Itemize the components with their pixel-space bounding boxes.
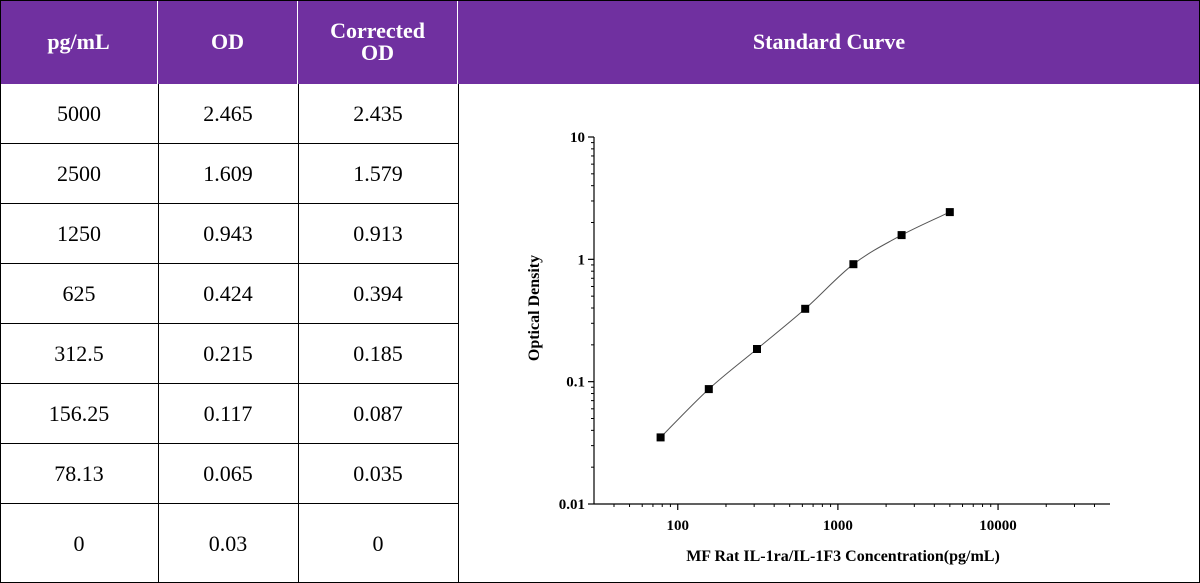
table-row: 78.13 0.065 0.035 <box>0 444 458 504</box>
x-tick-label: 1000 <box>823 518 853 534</box>
cell-corrected-od: 0.087 <box>353 400 403 426</box>
y-tick-label: 10 <box>570 130 585 146</box>
chart-points <box>656 208 954 442</box>
header-concentration: pg/mL <box>0 0 158 84</box>
cell-concentration: 5000 <box>57 100 101 126</box>
table-row: 5000 2.465 2.435 <box>0 84 458 144</box>
cell-concentration: 312.5 <box>54 340 104 366</box>
x-axis-label: MF Rat IL-1ra/IL-1F3 Concentration(pg/mL… <box>686 548 1000 565</box>
y-axis-label: Optical Density <box>526 255 543 361</box>
header-corrected-od-label: Corrected OD <box>330 18 425 65</box>
data-point <box>945 208 954 217</box>
cell-od: 0.065 <box>203 460 253 486</box>
standards-table: 5000 2.465 2.435 2500 1.609 1.579 1250 0… <box>0 84 458 583</box>
x-tick-label: 10000 <box>979 518 1017 534</box>
table-row: 1250 0.943 0.913 <box>0 204 458 264</box>
data-point <box>897 231 906 240</box>
cell-corrected-od: 0.394 <box>353 280 403 306</box>
table-row: 312.5 0.215 0.185 <box>0 324 458 384</box>
y-tick-label: 1 <box>578 252 586 268</box>
column-divider <box>298 84 299 583</box>
data-point <box>801 304 810 313</box>
table-row: 2500 1.609 1.579 <box>0 144 458 204</box>
table-row: 156.25 0.117 0.087 <box>0 384 458 444</box>
chart-ticks: 0.01 0.1 1 10 100 1000 10000 <box>559 130 1095 534</box>
data-point <box>704 385 713 394</box>
cell-corrected-od: 1.579 <box>353 160 403 186</box>
cell-od: 0.117 <box>203 400 253 426</box>
cell-corrected-od: 0.185 <box>353 340 403 366</box>
header-corrected-od: Corrected OD <box>298 0 458 84</box>
column-divider <box>458 84 459 583</box>
data-point <box>753 345 761 353</box>
cell-concentration: 1250 <box>57 220 101 246</box>
cell-corrected-od: 2.435 <box>353 100 403 126</box>
fit-curve <box>660 211 951 438</box>
cell-od: 0.943 <box>203 220 253 246</box>
standard-curve-chart: 0.01 0.1 1 10 100 1000 10000 Optical Density M… <box>459 84 1200 583</box>
cell-concentration: 0 <box>73 530 85 556</box>
y-tick-label: 0.01 <box>559 497 585 513</box>
chart-svg: 0.01 0.1 1 10 100 1000 10000 Optical Density M… <box>526 130 1110 565</box>
cell-corrected-od: 0 <box>372 530 384 556</box>
cell-od: 0.215 <box>203 340 253 366</box>
chart-axes <box>593 137 1110 505</box>
data-point <box>656 433 665 442</box>
header-od: OD <box>158 0 298 84</box>
y-tick-label: 0.1 <box>566 375 585 391</box>
data-point <box>849 260 858 269</box>
cell-corrected-od: 0.035 <box>353 460 403 486</box>
cell-od: 0.424 <box>203 280 253 306</box>
x-tick-label: 100 <box>666 518 689 534</box>
cell-concentration: 156.25 <box>48 400 110 426</box>
cell-concentration: 2500 <box>57 160 101 186</box>
cell-concentration: 78.13 <box>54 460 104 486</box>
cell-concentration: 625 <box>62 280 96 306</box>
cell-od: 0.03 <box>208 530 248 556</box>
cell-od: 2.465 <box>203 100 253 126</box>
column-divider <box>158 84 159 583</box>
cell-corrected-od: 0.913 <box>353 220 403 246</box>
table-row: 0 0.03 0 <box>0 504 458 583</box>
table-row: 625 0.424 0.394 <box>0 264 458 324</box>
cell-od: 1.609 <box>203 160 253 186</box>
header-standard-curve: Standard Curve <box>458 0 1200 84</box>
